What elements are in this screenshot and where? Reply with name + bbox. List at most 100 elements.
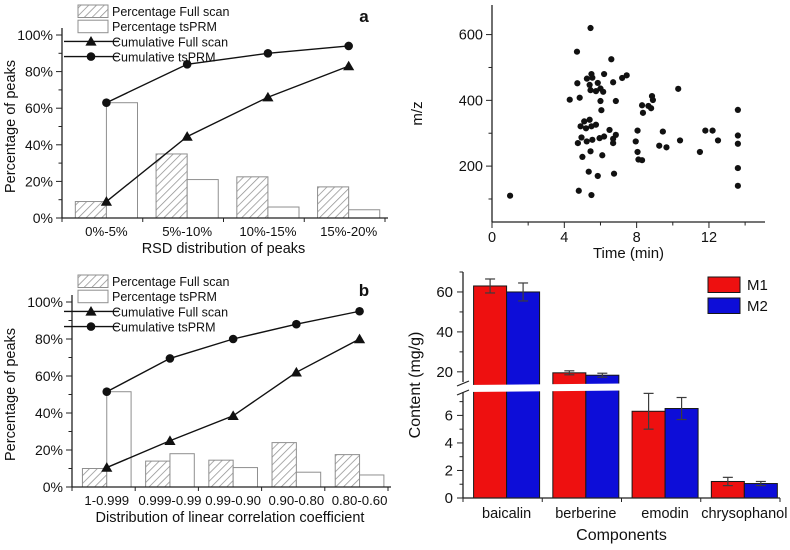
y-tick-label: 600 [459,28,483,44]
circle-marker [102,98,111,108]
category-label: 5%-10% [162,224,212,239]
data-point [600,70,608,78]
bar-percentage-tsprm [267,206,300,219]
data-point [574,139,581,147]
y-tick-label: 100% [17,27,53,43]
data-point [696,148,704,156]
bar-m1 [552,372,587,499]
data-point [634,148,641,156]
data-point [597,97,604,105]
data-point [734,164,741,172]
data-point [638,157,646,164]
x-tick-label: 12 [701,230,717,246]
data-point [589,136,596,143]
triangle-marker [290,366,302,377]
triangle-marker [85,36,97,46]
bar-percentage-full-scan [271,442,297,488]
cumulative-full-scan-line [105,65,349,203]
data-point [588,191,595,199]
data-point [734,182,741,189]
data-point [612,131,619,138]
legend-label: Cumulative tsPRM [112,51,216,65]
y-tick-label: 0 [445,490,453,507]
axis-break-slash [456,389,470,396]
y-tick-label: 6 [445,407,453,424]
correlation-pareto-chart: 0% 20% 40% 60% 80% 100% 1-0.999 0.999-0.99 0.99-… [3,274,391,526]
data-point [577,123,584,130]
y-tick-label: 80% [25,64,53,80]
y-tick-label: 60% [25,100,53,116]
data-point [592,121,600,128]
data-point [623,72,630,79]
category-label: 1-0.999 [84,493,129,508]
y-axis-label: Content (mg/g) [407,332,424,439]
y-tick-label: 200 [459,159,483,175]
bar-percentage-full-scan [236,176,269,219]
data-point [583,75,591,82]
data-point [663,144,670,151]
y-axis-label: Percentage of peaks [3,328,19,461]
data-point [592,88,600,95]
data-point [573,48,581,55]
legend-swatch [77,274,109,288]
panel-b: 0% 20% 40% 60% 80% 100% 1-0.999 0.999-0.99 0.99-… [0,262,400,550]
axis-break-slash [456,380,470,387]
category-label: 0.90-0.80 [268,493,324,508]
circle-marker [344,41,353,51]
panel-a: 0% 20% 40% 60% 80% 100% 0%-5% 5%-10% 10%-15% 15%-… [0,0,398,262]
data-point [600,133,608,140]
data-point [734,140,741,147]
legend-swatch [707,276,741,293]
legend-swatch [77,4,109,18]
legend-label: Cumulative tsPRM [112,321,216,335]
category-label: 0.80-0.60 [332,493,388,508]
y-tick-label: 2 [445,462,453,479]
data-point [578,134,585,141]
y-tick-label: 4 [445,435,453,452]
legend-label: Cumulative Full scan [112,35,228,49]
bar-percentage-full-scan [334,454,361,488]
bar-percentage-full-scan [155,153,188,219]
bar-percentage-tsprm [105,102,139,219]
bar-percentage-full-scan [74,201,107,219]
bar-percentage-tsprm [295,471,322,488]
legend-label: Cumulative Full scan [112,305,228,319]
panel-content: 0 2 4 6 20 40 60 baicalin berberine emodin chrysop… [400,258,790,550]
data-point [586,81,593,88]
data-point [610,139,617,147]
category-label: 0%-5% [85,224,128,239]
bar-percentage-full-scan [208,459,234,488]
category-label: 0.99-0.90 [205,493,261,508]
legend-label: M1 [747,277,768,294]
bar-percentage-full-scan [317,186,350,219]
y-tick-label: 60 [436,284,453,301]
y-tick-label: 40 [436,324,453,341]
x-axis-label: Components [576,527,667,544]
y-tick-label: 0% [43,479,63,495]
triangle-marker [353,333,366,344]
cumulative-tsprm-line [106,45,349,104]
bar-percentage-tsprm [186,179,219,219]
category-label: 10%-15% [239,224,296,239]
triangle-marker [343,60,355,71]
data-point [734,106,741,113]
x-tick-label: 0 [488,230,496,246]
cumulative-full-scan-line [106,338,360,469]
circle-marker [355,306,364,316]
bar-m2 [506,291,541,499]
data-point [566,96,573,103]
data-point [632,138,639,145]
data-point [579,153,586,160]
panel-letter: b [359,281,369,300]
bar-percentage-full-scan [145,460,171,488]
data-point [612,97,619,105]
data-point [600,88,607,95]
legend-swatch [77,289,109,304]
data-point [659,128,666,135]
y-tick-label: 0% [33,210,53,226]
data-point [587,87,594,94]
x-axis-label: Distribution of linear correlation coeff… [96,510,365,526]
data-point [608,56,615,63]
bar-percentage-tsprm [106,391,132,488]
